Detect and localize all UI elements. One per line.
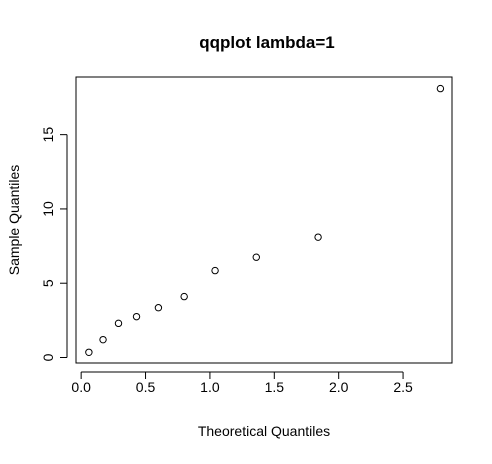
y-axis: 0 5 10 15 <box>40 127 68 361</box>
x-tick-label: 2.0 <box>329 379 349 395</box>
x-axis: 0.0 0.5 1.0 1.5 2.0 2.5 <box>71 371 413 395</box>
data-point <box>99 335 107 344</box>
x-tick-label: 1.0 <box>200 379 220 395</box>
data-point <box>114 319 123 328</box>
plot-area-frame <box>75 76 453 364</box>
data-points <box>85 84 445 357</box>
x-tick-label: 2.5 <box>393 379 413 395</box>
data-point <box>132 312 141 321</box>
data-point <box>85 348 93 357</box>
y-axis-label: Sample Quantiles <box>6 165 22 276</box>
data-point <box>211 266 219 275</box>
chart-title: qqplot lambda=1 <box>199 33 335 52</box>
y-tick-label: 15 <box>40 127 56 143</box>
data-point <box>314 233 322 241</box>
data-point <box>154 304 163 312</box>
x-tick-label: 0.5 <box>136 379 156 395</box>
data-point <box>436 84 445 93</box>
y-tick-label: 10 <box>40 201 56 217</box>
x-tick-label: 1.5 <box>265 379 285 395</box>
data-point <box>180 292 188 301</box>
data-point <box>252 253 260 261</box>
y-tick-label: 5 <box>40 279 56 287</box>
x-tick-label: 0.0 <box>71 379 91 395</box>
y-tick-label: 0 <box>40 353 56 361</box>
x-axis-label: Theoretical Quantiles <box>198 423 330 439</box>
